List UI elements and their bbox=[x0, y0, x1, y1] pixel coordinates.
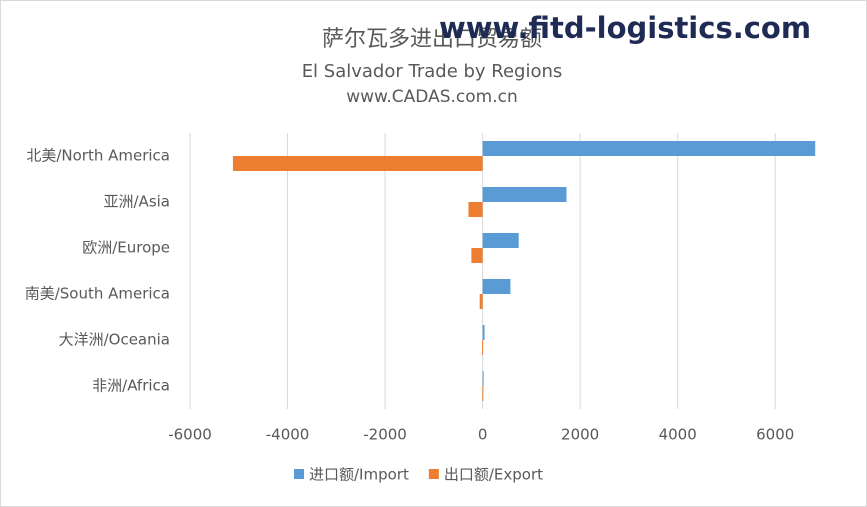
legend-label: 进口额/Import bbox=[309, 466, 409, 484]
y-tick-label: 亚洲/Asia bbox=[104, 193, 171, 211]
y-tick-label: 非洲/Africa bbox=[92, 377, 170, 395]
x-tick-label: -2000 bbox=[363, 426, 407, 444]
legend-swatch bbox=[428, 469, 439, 479]
bar bbox=[482, 233, 519, 248]
bar bbox=[482, 371, 484, 386]
chart-subtitle: El Salvador Trade by Regions bbox=[302, 61, 563, 82]
chart-title: 萨尔瓦多进出口贸易额 bbox=[322, 27, 542, 52]
bar bbox=[482, 279, 511, 294]
legend-label: 出口额/Export bbox=[444, 466, 543, 484]
y-tick-label: 北美/North America bbox=[26, 147, 170, 165]
y-tick-label: 大洋洲/Oceania bbox=[59, 331, 170, 349]
bar bbox=[482, 340, 484, 355]
chart-source: www.CADAS.com.cn bbox=[346, 87, 518, 107]
bar bbox=[232, 156, 483, 171]
x-tick-label: -6000 bbox=[168, 426, 212, 444]
y-tick-label: 南美/South America bbox=[25, 285, 170, 303]
x-tick-label: 0 bbox=[478, 426, 488, 444]
bar bbox=[482, 325, 485, 340]
watermark: www.fitd-logistics.com bbox=[439, 11, 811, 45]
x-tick-label: 6000 bbox=[756, 426, 794, 444]
bar bbox=[482, 187, 567, 202]
x-tick-label: 2000 bbox=[561, 426, 599, 444]
x-tick-label: 4000 bbox=[659, 426, 697, 444]
bar bbox=[471, 248, 483, 263]
bar bbox=[482, 386, 484, 401]
x-tick-label: -4000 bbox=[266, 426, 310, 444]
y-tick-label: 欧洲/Europe bbox=[82, 239, 170, 257]
legend-swatch bbox=[294, 469, 304, 479]
bar bbox=[482, 141, 816, 156]
bar bbox=[468, 202, 483, 217]
bar bbox=[479, 294, 483, 309]
